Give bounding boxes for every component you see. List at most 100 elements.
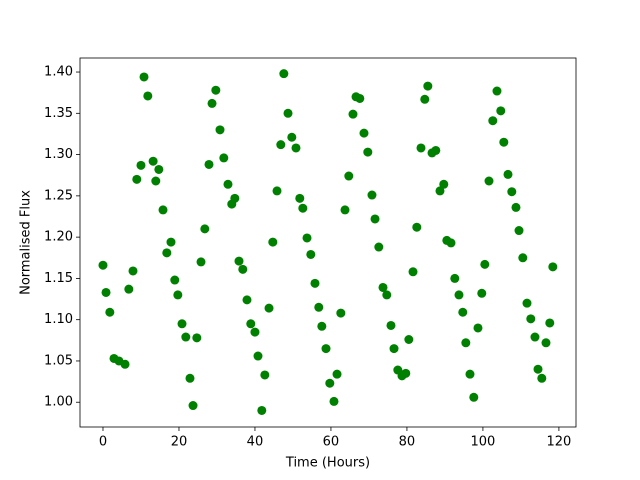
point bbox=[386, 320, 396, 330]
point bbox=[439, 179, 449, 189]
point bbox=[317, 321, 327, 331]
y-tick-label: 1.40 bbox=[44, 65, 73, 80]
point bbox=[215, 125, 225, 135]
point bbox=[132, 174, 142, 184]
point bbox=[363, 147, 373, 157]
x-tick-label: 40 bbox=[247, 435, 264, 450]
point bbox=[389, 344, 399, 354]
point bbox=[484, 176, 494, 186]
point bbox=[287, 132, 297, 142]
point bbox=[253, 351, 263, 361]
point bbox=[321, 344, 331, 354]
point bbox=[105, 307, 115, 317]
point bbox=[276, 140, 286, 150]
point bbox=[181, 332, 191, 342]
point bbox=[291, 143, 301, 153]
point bbox=[533, 364, 543, 374]
point bbox=[310, 278, 320, 288]
point bbox=[446, 238, 456, 248]
point bbox=[177, 319, 187, 329]
point bbox=[257, 405, 267, 415]
point bbox=[511, 202, 521, 212]
point bbox=[382, 290, 392, 300]
point bbox=[219, 153, 229, 163]
point bbox=[450, 273, 460, 283]
point bbox=[374, 242, 384, 252]
point bbox=[283, 108, 293, 118]
point bbox=[204, 159, 214, 169]
y-tick-label: 1.35 bbox=[44, 106, 73, 121]
point bbox=[514, 226, 524, 236]
point bbox=[250, 327, 260, 337]
point bbox=[120, 359, 130, 369]
point bbox=[260, 370, 270, 380]
point bbox=[336, 308, 346, 318]
point bbox=[477, 288, 487, 298]
point bbox=[143, 91, 153, 101]
point bbox=[518, 253, 528, 263]
y-tick-label: 1.00 bbox=[44, 395, 73, 410]
point bbox=[348, 109, 358, 119]
point bbox=[242, 295, 252, 305]
point bbox=[98, 260, 108, 270]
point bbox=[435, 186, 445, 196]
y-tick-label: 1.05 bbox=[44, 353, 73, 368]
y-axis-label: Normalised Flux bbox=[19, 190, 34, 295]
point bbox=[151, 176, 161, 186]
point bbox=[378, 282, 388, 292]
point bbox=[499, 137, 509, 147]
point bbox=[166, 237, 176, 247]
point bbox=[188, 401, 198, 411]
y-tick-label: 1.15 bbox=[44, 271, 73, 286]
point bbox=[473, 323, 483, 333]
point bbox=[192, 333, 202, 343]
point bbox=[548, 262, 558, 272]
y-tick-label: 1.30 bbox=[44, 147, 73, 162]
point bbox=[272, 186, 282, 196]
point bbox=[530, 332, 540, 342]
point bbox=[355, 93, 365, 103]
point bbox=[295, 193, 305, 203]
point bbox=[211, 85, 221, 95]
plot-frame bbox=[79, 57, 577, 428]
point bbox=[196, 257, 206, 267]
x-tick-label: 80 bbox=[399, 435, 416, 450]
point bbox=[306, 249, 316, 259]
point bbox=[314, 302, 324, 312]
point bbox=[340, 205, 350, 215]
point bbox=[431, 145, 441, 155]
point bbox=[279, 69, 289, 79]
point bbox=[332, 369, 342, 379]
point bbox=[170, 275, 180, 285]
point bbox=[200, 224, 210, 234]
point bbox=[408, 267, 418, 277]
point bbox=[234, 256, 244, 266]
point bbox=[423, 81, 433, 91]
point bbox=[541, 338, 551, 348]
point bbox=[162, 248, 172, 258]
point bbox=[469, 392, 479, 402]
point bbox=[537, 373, 547, 383]
point bbox=[154, 164, 164, 174]
point bbox=[139, 72, 149, 82]
point bbox=[496, 106, 506, 116]
point bbox=[454, 290, 464, 300]
point bbox=[101, 287, 111, 297]
point bbox=[246, 319, 256, 329]
point bbox=[370, 214, 380, 224]
point bbox=[128, 266, 138, 276]
point bbox=[404, 334, 414, 344]
x-tick-label: 20 bbox=[171, 435, 188, 450]
point bbox=[264, 303, 274, 313]
point bbox=[420, 94, 430, 104]
point bbox=[507, 187, 517, 197]
point bbox=[124, 284, 134, 294]
point bbox=[416, 143, 426, 153]
point bbox=[302, 233, 312, 243]
point bbox=[488, 116, 498, 126]
point bbox=[158, 205, 168, 215]
point bbox=[458, 307, 468, 317]
point bbox=[298, 203, 308, 213]
